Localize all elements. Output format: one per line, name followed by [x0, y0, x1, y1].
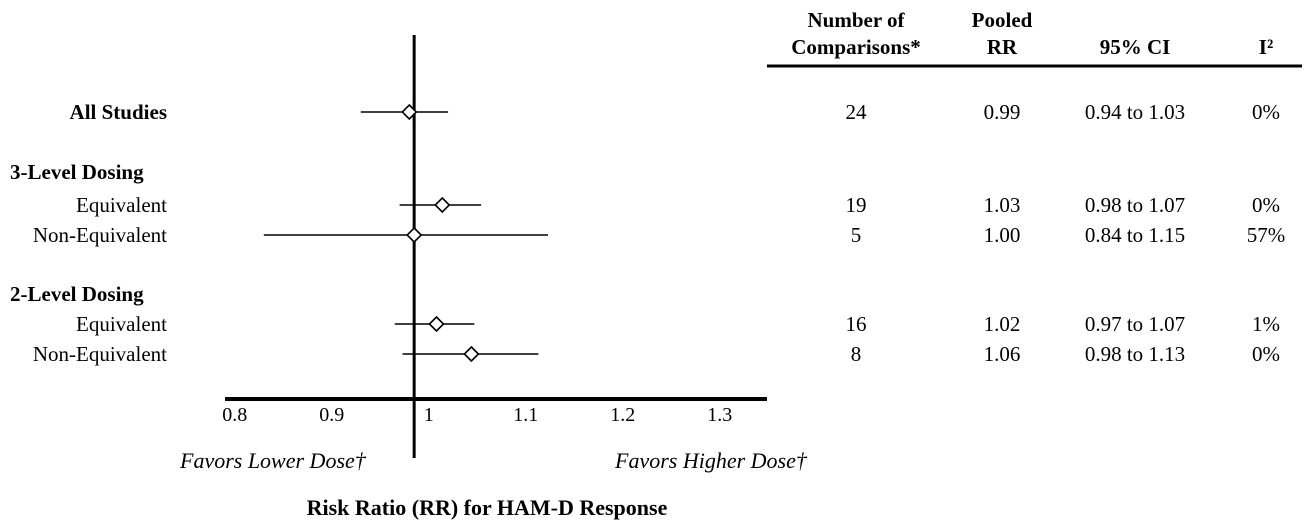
column-header-i2: I²: [1259, 35, 1273, 59]
point-estimate-marker: [463, 345, 480, 363]
i2-value: 0%: [1252, 342, 1280, 366]
forest-row: All Studies 24 0.99 0.94 to 1.03 0%: [70, 100, 1280, 124]
row-label: All Studies: [70, 100, 167, 124]
pooled-rr-value: 1.06: [984, 342, 1021, 366]
forest-row: 2-Level Dosing: [10, 282, 144, 306]
column-header-rr: Pooled: [972, 8, 1033, 32]
forest-row: Non-Equivalent 5 1.00 0.84 to 1.15 57%: [33, 223, 1285, 247]
x-axis-title: Risk Ratio (RR) for HAM-D Response: [307, 495, 668, 520]
row-label: Equivalent: [76, 193, 167, 217]
row-label: Non-Equivalent: [33, 223, 167, 247]
x-tick-label: 1.1: [513, 404, 538, 426]
row-label: Equivalent: [76, 312, 167, 336]
i2-value: 1%: [1252, 312, 1280, 336]
row-label: Non-Equivalent: [33, 342, 167, 366]
comparisons-count: 24: [846, 100, 868, 124]
forest-row: Equivalent 16 1.02 0.97 to 1.07 1%: [76, 312, 1280, 336]
favors-lower-dose-label: Favors Lower Dose†: [179, 448, 367, 473]
forest-row: 3-Level Dosing: [10, 160, 144, 184]
comparisons-count: 8: [851, 342, 862, 366]
comparisons-count: 16: [846, 312, 867, 336]
comparisons-count: 5: [851, 223, 862, 247]
point-estimate-marker: [434, 196, 451, 214]
point-estimate-marker: [428, 315, 445, 333]
pooled-rr-value: 1.00: [984, 223, 1021, 247]
row-group-heading: 3-Level Dosing: [10, 160, 144, 184]
ci-value: 0.98 to 1.07: [1085, 193, 1185, 217]
row-group-heading: 2-Level Dosing: [10, 282, 144, 306]
x-tick-label: 1: [424, 404, 434, 426]
x-tick-label: 1.2: [610, 404, 635, 426]
ci-value: 0.97 to 1.07: [1085, 312, 1185, 336]
ci-value: 0.98 to 1.13: [1085, 342, 1185, 366]
i2-value: 57%: [1247, 223, 1286, 247]
ci-value: 0.84 to 1.15: [1085, 223, 1185, 247]
comparisons-count: 19: [846, 193, 867, 217]
ci-value: 0.94 to 1.03: [1085, 100, 1185, 124]
pooled-rr-value: 1.02: [984, 312, 1021, 336]
column-header-n: Comparisons*: [791, 35, 921, 59]
i2-value: 0%: [1252, 100, 1280, 124]
i2-value: 0%: [1252, 193, 1280, 217]
column-header-rr: RR: [987, 35, 1018, 59]
x-tick-label: 0.8: [222, 404, 247, 426]
column-header-ci: 95% CI: [1100, 35, 1171, 59]
point-estimate-marker: [401, 103, 418, 121]
x-tick-label: 1.3: [707, 404, 732, 426]
column-header-n: Number of: [807, 8, 905, 32]
point-estimate-marker: [406, 226, 423, 244]
forest-row: Equivalent 19 1.03 0.98 to 1.07 0%: [76, 193, 1280, 217]
pooled-rr-value: 0.99: [984, 100, 1021, 124]
favors-higher-dose-label: Favors Higher Dose†: [614, 448, 808, 473]
pooled-rr-value: 1.03: [984, 193, 1021, 217]
forest-row: Non-Equivalent 8 1.06 0.98 to 1.13 0%: [33, 342, 1280, 366]
x-tick-label: 0.9: [319, 404, 344, 426]
